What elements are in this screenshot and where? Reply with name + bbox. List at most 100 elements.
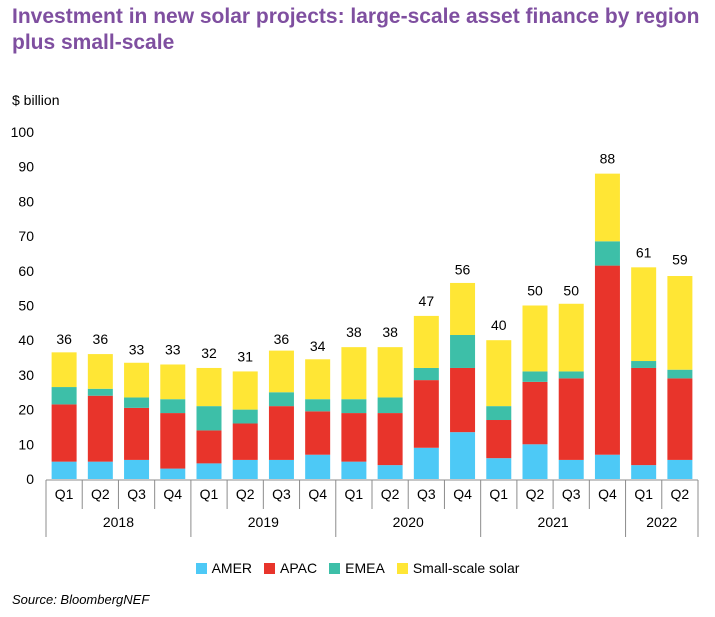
legend-item: Small-scale solar: [396, 560, 519, 576]
chart-title: Investment in new solar projects: large-…: [12, 5, 700, 54]
x-tick-label: Q4: [308, 486, 327, 502]
x-tick-label: Q3: [272, 486, 291, 502]
legend-swatch: [329, 563, 341, 575]
bar-segment-amer: [667, 459, 693, 479]
bar-segment-emea: [631, 361, 657, 368]
bar-segment-amer: [232, 459, 258, 479]
bar-segment-emea: [268, 392, 294, 407]
y-tick-label: 40: [18, 332, 34, 348]
bar-segment-small-scale-solar: [341, 347, 367, 400]
bar-segment-emea: [87, 388, 113, 396]
bar-segment-apac: [667, 378, 693, 460]
bar-segment-emea: [594, 241, 620, 266]
bar-segment-small-scale-solar: [558, 303, 584, 372]
bar-segment-apac: [196, 430, 222, 464]
bar-segment-small-scale-solar: [268, 350, 294, 393]
bar-segment-amer: [196, 463, 222, 479]
bar-segment-apac: [160, 413, 186, 469]
legend-label: EMEA: [345, 560, 385, 577]
bar-segment-apac: [631, 367, 657, 466]
y-tick-label: 90: [18, 159, 34, 175]
total-label: 38: [346, 324, 362, 340]
y-tick-label: 20: [18, 402, 34, 418]
x-tick-label: Q1: [634, 486, 653, 502]
legend-swatch: [195, 563, 207, 575]
x-tick-label: Q4: [163, 486, 182, 502]
bar-segment-emea: [486, 406, 512, 421]
total-label: 33: [165, 341, 181, 357]
x-tick-label: Q4: [598, 486, 617, 502]
bar-segment-apac: [232, 423, 258, 460]
x-tick-label: Q2: [526, 486, 545, 502]
bar-segment-emea: [667, 369, 693, 379]
legend-item: APAC: [264, 560, 317, 576]
bar-segment-small-scale-solar: [486, 340, 512, 407]
total-label: 50: [527, 283, 543, 299]
x-tick-label: Q1: [200, 486, 219, 502]
legend-label: APAC: [280, 560, 318, 577]
bar-segment-apac: [594, 265, 620, 455]
total-label: 36: [56, 331, 72, 347]
x-tick-label: Q3: [562, 486, 581, 502]
bar-segment-emea: [522, 371, 548, 382]
bar-segment-emea: [232, 409, 258, 424]
bar-segment-emea: [160, 399, 186, 414]
bar-segment-apac: [486, 420, 512, 459]
bar-segment-apac: [522, 381, 548, 445]
bar-segment-apac: [341, 413, 367, 462]
y-tick-label: 10: [18, 436, 34, 452]
bar-segment-small-scale-solar: [232, 371, 258, 410]
legend-swatch: [264, 563, 276, 575]
source-note: Source: BloombergNEF: [12, 592, 150, 607]
y-tick-label: 80: [18, 193, 34, 209]
year-label: 2022: [646, 514, 677, 530]
bar-segment-small-scale-solar: [594, 173, 620, 242]
total-label: 50: [563, 283, 579, 299]
year-label: 2021: [538, 514, 569, 530]
bar-segment-amer: [413, 447, 439, 479]
bar-segment-small-scale-solar: [124, 362, 150, 398]
bar-segment-amer: [124, 459, 150, 479]
bar-segment-emea: [558, 371, 584, 379]
total-label: 36: [93, 331, 109, 347]
bar-segment-small-scale-solar: [450, 282, 476, 335]
bar-segment-emea: [341, 399, 367, 414]
total-label: 38: [382, 324, 398, 340]
x-tick-label: Q1: [489, 486, 508, 502]
y-tick-label: 0: [26, 471, 34, 487]
x-tick-label: Q3: [127, 486, 146, 502]
bar-segment-amer: [87, 461, 113, 479]
bar-segment-amer: [305, 454, 331, 479]
bar-segment-small-scale-solar: [522, 305, 548, 372]
bar-segment-emea: [450, 334, 476, 368]
bar-segment-amer: [594, 454, 620, 479]
legend-label: AMER: [211, 560, 253, 577]
x-tick-label: Q3: [417, 486, 436, 502]
total-label: 31: [237, 348, 253, 364]
bar-segment-small-scale-solar: [51, 352, 77, 388]
total-label: 56: [455, 262, 471, 278]
legend: AMER APAC EMEA Small-scale solar: [0, 559, 715, 576]
bar-segment-apac: [87, 395, 113, 462]
legend-swatch: [396, 563, 408, 575]
total-label: 59: [672, 251, 688, 267]
y-tick-label: 30: [18, 367, 34, 383]
bar-segment-emea: [196, 406, 222, 431]
bar-segment-amer: [486, 458, 512, 479]
x-tick-label: Q2: [671, 486, 690, 502]
total-label: 36: [274, 331, 290, 347]
bar-segment-emea: [305, 399, 331, 412]
x-tick-label: Q2: [236, 486, 255, 502]
bar-segment-emea: [51, 387, 77, 405]
bar-segment-amer: [51, 461, 77, 479]
x-tick-label: Q2: [381, 486, 400, 502]
bar-segment-small-scale-solar: [305, 359, 331, 400]
bar-segment-small-scale-solar: [631, 267, 657, 362]
total-labels: 36 36 33 33 32 31 36 34 38 38 47 56 40 50 50 88 61 59: [56, 151, 688, 365]
bar-segment-emea: [413, 367, 439, 381]
year-label: 2020: [393, 514, 424, 530]
bar-segment-apac: [413, 380, 439, 448]
total-label: 88: [600, 151, 616, 167]
bar-segment-apac: [305, 411, 331, 455]
